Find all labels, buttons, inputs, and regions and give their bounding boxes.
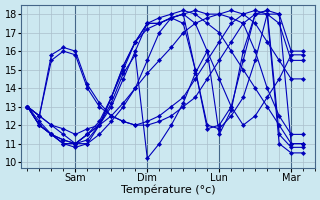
X-axis label: Température (°c): Température (°c) [121,185,216,195]
